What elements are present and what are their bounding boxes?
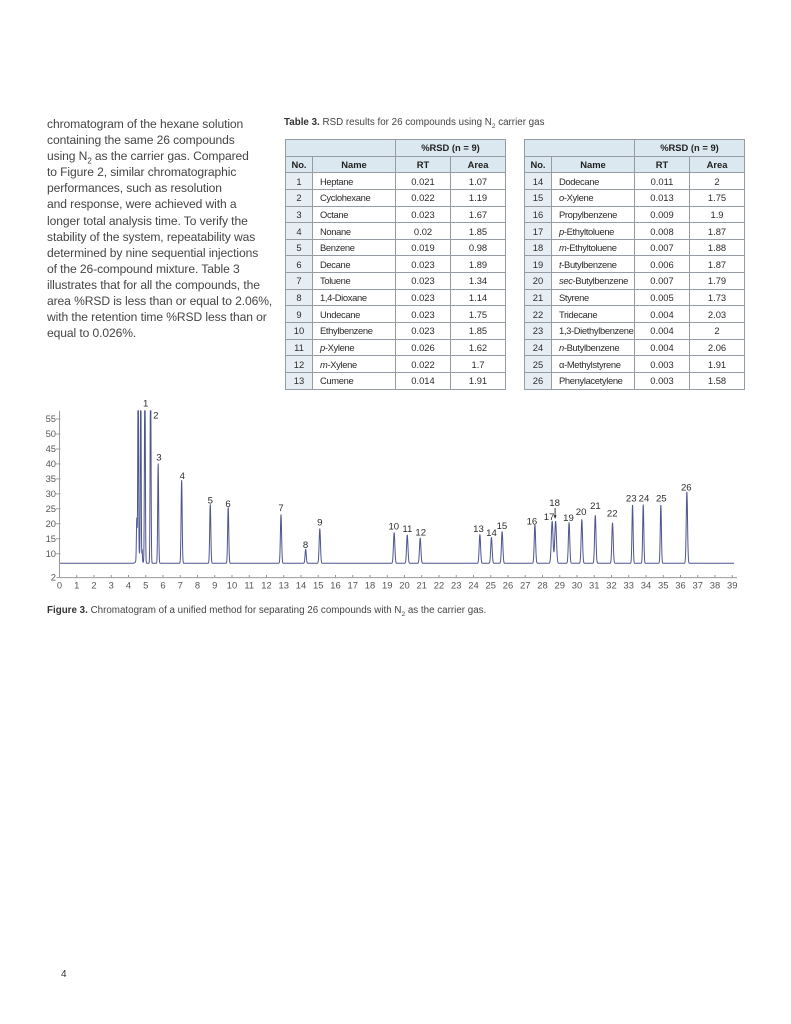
svg-text:15: 15 bbox=[313, 580, 323, 591]
svg-text:28: 28 bbox=[537, 580, 547, 591]
svg-text:16: 16 bbox=[330, 580, 340, 591]
svg-text:2: 2 bbox=[91, 580, 96, 591]
svg-text:21: 21 bbox=[590, 501, 601, 512]
svg-text:17: 17 bbox=[348, 580, 358, 591]
svg-text:14: 14 bbox=[486, 528, 497, 539]
svg-text:22: 22 bbox=[434, 580, 444, 591]
svg-text:1: 1 bbox=[74, 580, 79, 591]
svg-text:5: 5 bbox=[208, 495, 213, 506]
svg-text:9: 9 bbox=[317, 517, 322, 528]
svg-text:10: 10 bbox=[388, 522, 399, 533]
svg-text:3: 3 bbox=[109, 580, 114, 591]
svg-text:3: 3 bbox=[156, 453, 161, 464]
svg-text:10: 10 bbox=[46, 548, 56, 559]
svg-text:18: 18 bbox=[549, 498, 560, 509]
svg-text:36: 36 bbox=[675, 580, 685, 591]
svg-text:6: 6 bbox=[225, 499, 230, 510]
svg-text:4: 4 bbox=[126, 580, 131, 591]
svg-text:23: 23 bbox=[451, 580, 461, 591]
svg-text:31: 31 bbox=[589, 580, 599, 591]
svg-text:55: 55 bbox=[46, 413, 56, 424]
svg-text:11: 11 bbox=[402, 524, 412, 535]
svg-text:34: 34 bbox=[641, 580, 651, 591]
svg-text:7: 7 bbox=[278, 503, 283, 514]
svg-text:15: 15 bbox=[497, 521, 508, 532]
svg-text:38: 38 bbox=[710, 580, 720, 591]
svg-text:22: 22 bbox=[607, 508, 618, 519]
svg-text:16: 16 bbox=[527, 517, 538, 528]
svg-text:2: 2 bbox=[153, 411, 158, 422]
svg-text:9: 9 bbox=[212, 580, 217, 591]
svg-text:21: 21 bbox=[417, 580, 427, 591]
svg-text:14: 14 bbox=[296, 580, 306, 591]
svg-text:25: 25 bbox=[46, 503, 56, 514]
svg-text:24: 24 bbox=[468, 580, 478, 591]
svg-text:25: 25 bbox=[656, 494, 667, 505]
svg-text:32: 32 bbox=[606, 580, 616, 591]
svg-text:19: 19 bbox=[563, 513, 574, 524]
svg-text:26: 26 bbox=[681, 483, 692, 494]
svg-text:13: 13 bbox=[279, 580, 289, 591]
svg-text:18: 18 bbox=[365, 580, 375, 591]
svg-text:1: 1 bbox=[143, 399, 148, 410]
svg-text:33: 33 bbox=[624, 580, 634, 591]
svg-text:40: 40 bbox=[46, 458, 56, 469]
svg-text:13: 13 bbox=[473, 524, 484, 535]
svg-text:4: 4 bbox=[180, 471, 186, 482]
svg-text:19: 19 bbox=[382, 580, 392, 591]
svg-text:20: 20 bbox=[399, 580, 409, 591]
svg-text:8: 8 bbox=[303, 540, 308, 551]
svg-text:11: 11 bbox=[244, 580, 254, 591]
svg-text:37: 37 bbox=[693, 580, 703, 591]
svg-text:17: 17 bbox=[544, 512, 555, 523]
svg-text:5: 5 bbox=[143, 580, 148, 591]
svg-text:23: 23 bbox=[626, 494, 637, 505]
svg-text:30: 30 bbox=[46, 488, 56, 499]
svg-text:35: 35 bbox=[658, 580, 668, 591]
svg-text:50: 50 bbox=[46, 428, 56, 439]
svg-text:26: 26 bbox=[503, 580, 513, 591]
svg-text:12: 12 bbox=[261, 580, 271, 591]
svg-text:7: 7 bbox=[178, 580, 183, 591]
svg-text:45: 45 bbox=[46, 443, 56, 454]
svg-text:29: 29 bbox=[555, 580, 565, 591]
svg-text:20: 20 bbox=[46, 518, 56, 529]
svg-text:24: 24 bbox=[639, 494, 650, 505]
svg-text:2: 2 bbox=[51, 572, 56, 583]
svg-text:30: 30 bbox=[572, 580, 582, 591]
svg-text:25: 25 bbox=[486, 580, 496, 591]
svg-text:27: 27 bbox=[520, 580, 530, 591]
svg-text:12: 12 bbox=[415, 527, 426, 538]
svg-text:15: 15 bbox=[46, 533, 56, 544]
svg-text:35: 35 bbox=[46, 473, 56, 484]
svg-text:20: 20 bbox=[576, 507, 587, 518]
svg-text:0: 0 bbox=[57, 580, 62, 591]
svg-text:6: 6 bbox=[160, 580, 165, 591]
svg-text:39: 39 bbox=[727, 580, 737, 591]
svg-text:8: 8 bbox=[195, 580, 200, 591]
svg-text:10: 10 bbox=[227, 580, 237, 591]
